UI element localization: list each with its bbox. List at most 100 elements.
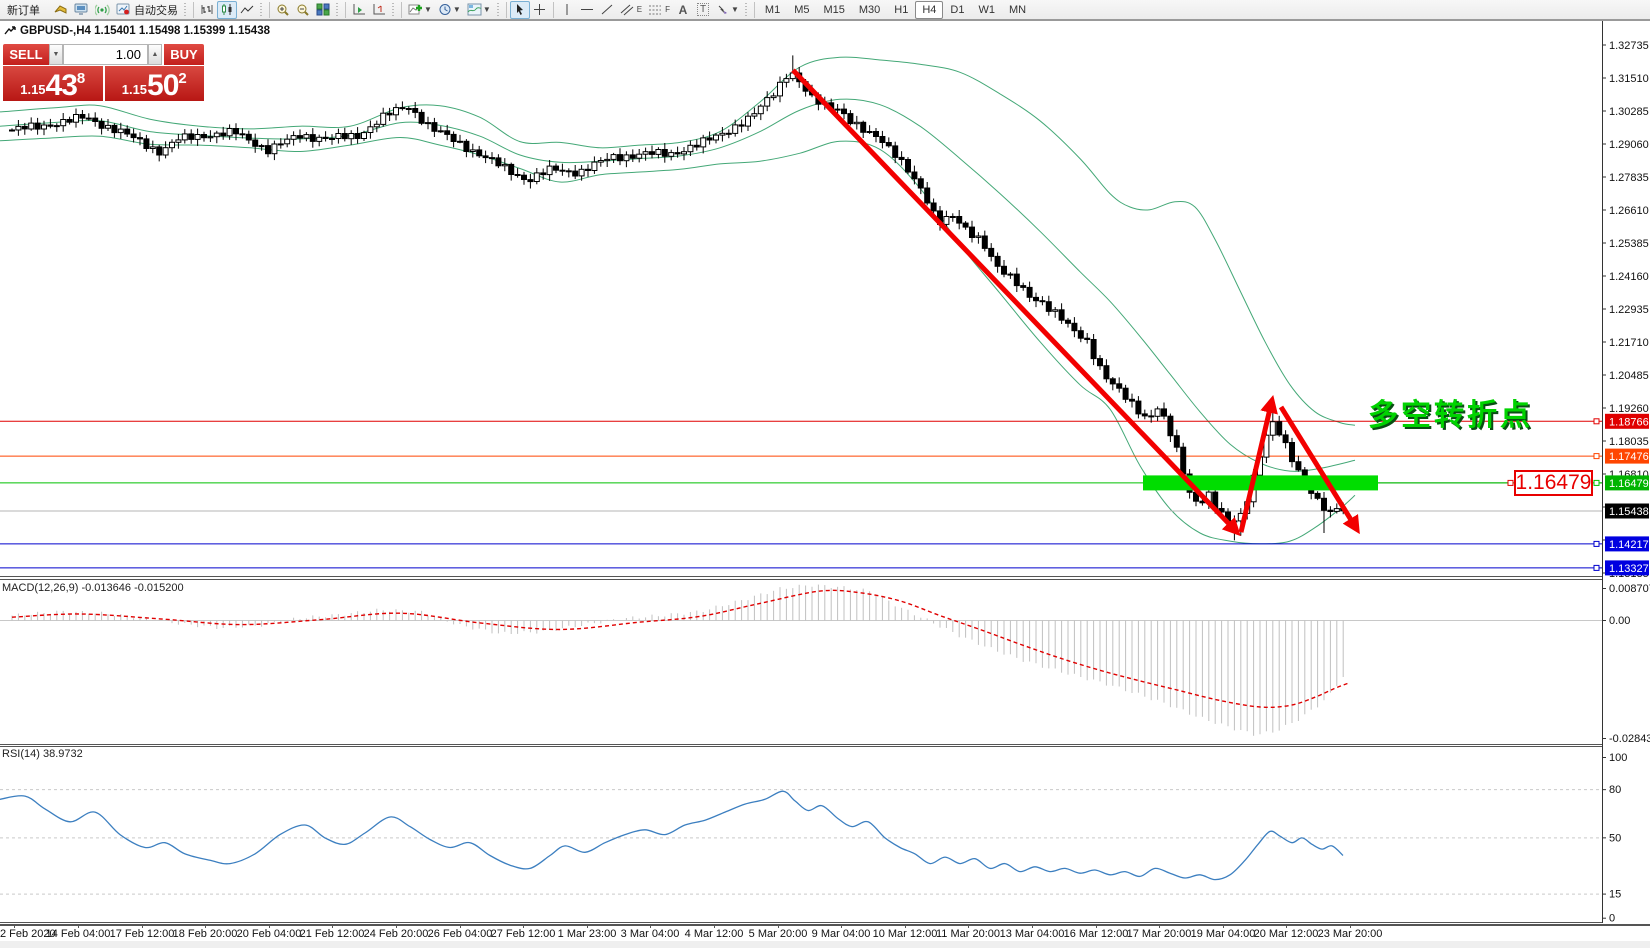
main-price-pane[interactable] [0, 55, 1602, 569]
level-price-callout[interactable]: 1.16479 [1514, 470, 1593, 496]
arrows-button[interactable]: ▼ [713, 1, 742, 19]
trendline-button[interactable] [597, 1, 617, 19]
level-handle-1.16479[interactable] [1593, 479, 1600, 486]
horizontal-line-icon [580, 3, 594, 16]
time-axis-label: 26 Feb 04:00 [427, 928, 493, 940]
timeframe-m5-button[interactable]: M5 [794, 3, 810, 16]
line-chart-button[interactable] [237, 1, 257, 19]
sell-price-button[interactable]: 1.15 43 8 [3, 66, 103, 101]
level-handle-1.17476[interactable] [1593, 453, 1600, 460]
time-tick [650, 925, 651, 928]
timeframe-h4-button[interactable]: H4 [915, 0, 944, 19]
timeframe-m15-button[interactable]: M15 [823, 3, 845, 16]
new-order-label: 新订单 [7, 4, 40, 17]
svg-text:1.18766: 1.18766 [1609, 416, 1649, 428]
trend-arrow-3[interactable] [1278, 405, 1360, 535]
periods-caret-icon: ▼ [452, 5, 461, 14]
time-axis-label: 17 Feb 12:00 [109, 928, 175, 940]
support-highlight-bar[interactable] [1143, 475, 1378, 491]
vertical-line-icon [562, 3, 572, 16]
vertical-line-button[interactable] [557, 1, 577, 19]
bar-chart-button[interactable] [197, 1, 217, 19]
timeframe-mn-button[interactable]: MN [1008, 3, 1027, 16]
terminal-button[interactable] [71, 1, 92, 19]
rsi-tick-label-50: 50 [1609, 832, 1621, 844]
volume-decrease-button[interactable]: ▼ [49, 44, 63, 65]
price-tick-label: 1.19260 [1609, 403, 1649, 415]
autotrade-button[interactable]: 自动交易 [113, 1, 181, 19]
templates-button[interactable]: ▼ [464, 1, 494, 19]
new-order-button[interactable]: 新订单 [0, 1, 50, 19]
chart-shift-button[interactable] [369, 1, 389, 19]
macd-pane[interactable] [0, 584, 1602, 736]
text-button[interactable]: A [673, 1, 693, 19]
templates-icon [467, 3, 482, 16]
macd-min-label: -0.028436 [1609, 733, 1650, 745]
sell-price-big: 43 [45, 69, 78, 102]
text-label-button[interactable]: T [693, 1, 713, 19]
symbol-ohlc-text: GBPUSD-,H4 1.15401 1.15498 1.15399 1.154… [20, 25, 270, 37]
time-tick [1032, 925, 1033, 928]
time-axis-label: 11 Mar 20:00 [935, 928, 1001, 940]
horizontal-line-button[interactable] [577, 1, 597, 19]
timeframe-d1-button[interactable]: D1 [950, 3, 965, 16]
buy-button[interactable]: BUY [164, 44, 204, 65]
price-tag-1.16479: 1.16479 [1605, 475, 1649, 491]
signals-button[interactable] [92, 1, 113, 19]
price-axis[interactable]: 1.32735 1.31510 1.30285 1.29060 1.27835 1.266… [1602, 40, 1650, 925]
zoom-out-button[interactable] [293, 1, 313, 19]
candle-chart-button[interactable] [217, 0, 237, 19]
buy-price-prefix: 1.15 [121, 82, 148, 97]
time-axis[interactable]: 2 Feb 2020 14 Feb 04:00 17 Feb 12:00 18 Feb… [0, 925, 1650, 948]
time-tick [396, 925, 397, 928]
periods-button[interactable]: ▼ [435, 1, 464, 19]
chart-symbol-icon [4, 26, 16, 35]
timeframe-m30-button[interactable]: M30 [858, 3, 881, 16]
callout-handle[interactable] [1507, 479, 1514, 486]
svg-text:1.13327: 1.13327 [1609, 563, 1649, 575]
fibonacci-button[interactable]: F [645, 1, 673, 19]
price-tick-label: 1.18035 [1609, 436, 1649, 448]
timeframe-h1-button[interactable]: H1 [894, 3, 909, 16]
time-axis-label: 24 Feb 20:00 [363, 928, 429, 940]
one-click-trading-panel: SELL ▼ 1.00 ▲ BUY 1.15 43 8 1.15 50 2 [3, 44, 204, 101]
volume-input[interactable]: 1.00 [63, 44, 148, 65]
sell-button[interactable]: SELL [3, 44, 49, 65]
level-handle-1.14217[interactable] [1593, 540, 1600, 547]
timeframe-m1-button[interactable]: M1 [764, 3, 781, 16]
periods-icon [438, 3, 452, 16]
chevron-down-icon: ▼ [52, 51, 60, 58]
time-tick [968, 925, 969, 928]
fibonacci-icon [648, 3, 664, 16]
rsi-pane[interactable] [0, 789, 1602, 895]
crosshair-button[interactable] [530, 1, 550, 19]
autotrade-icon [116, 3, 131, 16]
autotrade-label: 自动交易 [134, 4, 178, 17]
time-tick [269, 925, 270, 928]
auto-scroll-button[interactable] [349, 1, 369, 19]
equidistant-channel-button[interactable]: E [617, 1, 645, 19]
time-tick [1286, 925, 1287, 928]
history-center-button[interactable] [50, 1, 71, 19]
trend-arrow-2[interactable] [1238, 394, 1278, 533]
price-tick-label: 1.21710 [1609, 337, 1649, 349]
level-handle-1.13327[interactable] [1593, 564, 1600, 571]
tile-windows-button[interactable] [313, 1, 333, 19]
time-axis-label: 27 Feb 12:00 [490, 928, 556, 940]
price-tag-1.15438: 1.15438 [1605, 503, 1649, 519]
level-handle-1.18766[interactable] [1593, 418, 1600, 425]
indicators-button[interactable]: ▼ [405, 1, 435, 19]
buy-price-button[interactable]: 1.15 50 2 [104, 66, 204, 101]
time-tick [841, 925, 842, 928]
bollinger-lower-band [0, 135, 1356, 545]
time-tick [1223, 925, 1224, 928]
time-tick [714, 925, 715, 928]
cursor-button[interactable] [509, 0, 530, 19]
zoom-in-button[interactable] [273, 1, 293, 19]
timeframe-w1-button[interactable]: W1 [978, 3, 995, 16]
trend-arrow-1[interactable] [791, 68, 1241, 537]
volume-increase-button[interactable]: ▲ [148, 44, 162, 65]
time-axis-label: 4 Mar 12:00 [684, 928, 744, 940]
time-axis-label: 9 Mar 04:00 [811, 928, 871, 940]
